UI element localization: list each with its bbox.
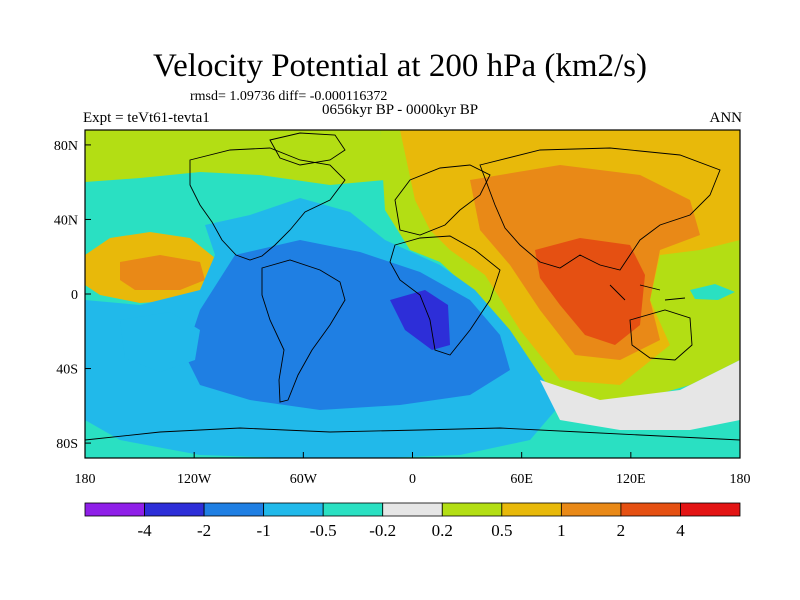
colorbar-swatch bbox=[560, 502, 622, 517]
colorbar-swatch bbox=[84, 502, 145, 517]
colorbar-swatch bbox=[263, 502, 324, 517]
positive-contour-region bbox=[120, 255, 205, 290]
maritime-islands bbox=[609, 284, 686, 301]
australia-coast bbox=[629, 309, 693, 361]
colorbar-swatch bbox=[144, 502, 205, 517]
africa-coast bbox=[389, 235, 501, 356]
colorbar-swatch bbox=[680, 502, 741, 517]
neutral-contour-region bbox=[540, 360, 740, 430]
colorbar-label: 0.5 bbox=[491, 521, 512, 540]
europe-coast bbox=[394, 164, 491, 236]
colorbar-label: -0.5 bbox=[310, 521, 337, 540]
longitude-tick-label: 60W bbox=[290, 472, 318, 487]
colorbar-swatch bbox=[322, 502, 384, 517]
period-label: 0656kyr BP - 0000kyr BP bbox=[322, 102, 479, 118]
negative-contour-region bbox=[690, 284, 735, 300]
positive-contour-region bbox=[85, 130, 385, 185]
positive-contour-region bbox=[535, 238, 645, 345]
experiment-label: Expt = teVt61-tevta1 bbox=[83, 110, 210, 126]
colorbar-swatch bbox=[441, 502, 503, 517]
contour-field bbox=[85, 130, 740, 458]
negative-contour-region bbox=[120, 312, 200, 372]
latitude-tick-label: 40S bbox=[56, 363, 78, 378]
colorbar: -4 -2 -1 -0.5 -0.2 0.2 0.5 1 2 4 bbox=[84, 502, 741, 540]
longitude-tick-label: 60E bbox=[510, 472, 533, 487]
south-america-coast bbox=[261, 259, 346, 403]
colorbar-swatch bbox=[203, 502, 265, 517]
longitude-tick-label: 180 bbox=[730, 472, 751, 487]
colorbar-label: -0.2 bbox=[369, 521, 396, 540]
colorbar-label: 0.2 bbox=[432, 521, 453, 540]
colorbar-label: 1 bbox=[557, 521, 566, 540]
north-america-coast bbox=[189, 147, 346, 261]
greenland-coast bbox=[269, 132, 346, 166]
colorbar-label: 2 bbox=[617, 521, 626, 540]
antarctica-coast bbox=[85, 427, 740, 441]
colorbar-swatch bbox=[501, 502, 562, 517]
negative-contour-region bbox=[185, 240, 510, 410]
colorbar-label: -4 bbox=[137, 521, 152, 540]
stats-line: rmsd= 1.09736 diff= -0.000116372 bbox=[190, 89, 388, 104]
coastlines bbox=[85, 132, 740, 441]
longitude-tick-label: 120W bbox=[177, 472, 212, 487]
colorbar-label: -1 bbox=[257, 521, 271, 540]
longitude-axis: 180 120W 60W 0 60E 120E 180 bbox=[75, 452, 751, 487]
latitude-tick-label: 80S bbox=[56, 437, 78, 452]
longitude-tick-label: 180 bbox=[75, 472, 96, 487]
longitude-tick-label: 120E bbox=[616, 472, 646, 487]
colorbar-swatch bbox=[382, 502, 443, 517]
latitude-tick-label: 40N bbox=[54, 213, 78, 228]
asia-coast bbox=[479, 147, 721, 271]
colorbar-label: 4 bbox=[676, 521, 685, 540]
colorbar-label: -2 bbox=[197, 521, 211, 540]
longitude-tick-label: 0 bbox=[409, 472, 416, 487]
negative-contour-region bbox=[390, 290, 450, 350]
colorbar-swatch bbox=[620, 502, 681, 517]
latitude-tick-label: 80N bbox=[54, 139, 78, 154]
season-label: ANN bbox=[709, 110, 743, 126]
latitude-axis: 80N 40N 0 40S 80S bbox=[54, 139, 91, 452]
latitude-tick-label: 0 bbox=[71, 288, 78, 303]
map-title: Velocity Potential at 200 hPa (km2/s) bbox=[152, 48, 648, 84]
